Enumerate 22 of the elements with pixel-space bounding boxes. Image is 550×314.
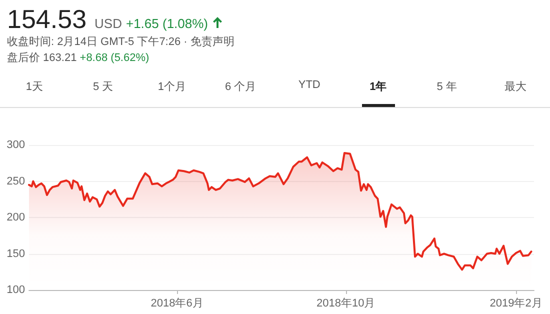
y-tick-label: 250	[6, 175, 25, 188]
text: 1个月	[156, 80, 187, 95]
y-tick-label: 200	[6, 212, 25, 224]
text: 盘后价 163.21	[7, 52, 77, 64]
x-tick-label: 2019年2月	[490, 298, 542, 310]
text: USD	[94, 16, 122, 31]
text: 1年	[368, 80, 388, 95]
y-tick-label: 100	[6, 284, 25, 296]
text: YTD	[297, 79, 322, 93]
text: 1天	[24, 80, 44, 95]
text: +8.68 (5.62%)	[80, 52, 150, 64]
x-tick-label: 2018年10月	[316, 298, 376, 310]
text: 收盘时间: 2月14日 GMT-5 下午7:26 · 免责声明	[7, 34, 234, 49]
text: 最大	[504, 80, 528, 95]
x-tick-label: 2018年6月	[150, 298, 204, 310]
chart-title: 154.53	[7, 4, 87, 35]
y-tick-label: 150	[6, 248, 25, 260]
text: 5 年	[436, 80, 458, 95]
y-tick-label: 300	[6, 139, 25, 151]
text: 6 个月	[224, 80, 258, 95]
text: +1.65 (1.08%)	[126, 16, 208, 31]
text: 5 天	[92, 80, 114, 95]
